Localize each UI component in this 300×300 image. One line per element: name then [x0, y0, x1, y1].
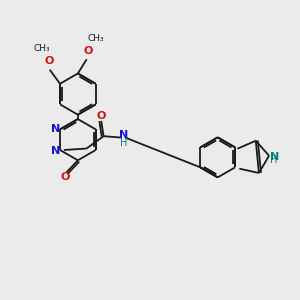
Text: N: N	[270, 152, 279, 162]
Text: O: O	[61, 172, 70, 182]
Text: CH₃: CH₃	[33, 44, 50, 53]
Text: H: H	[120, 138, 127, 148]
Text: H: H	[270, 155, 277, 165]
Text: N: N	[51, 124, 61, 134]
Text: N: N	[51, 146, 61, 156]
Text: CH₃: CH₃	[87, 34, 104, 43]
Text: O: O	[83, 46, 93, 56]
Text: N: N	[119, 130, 128, 140]
Text: O: O	[97, 111, 106, 121]
Text: O: O	[44, 56, 54, 66]
